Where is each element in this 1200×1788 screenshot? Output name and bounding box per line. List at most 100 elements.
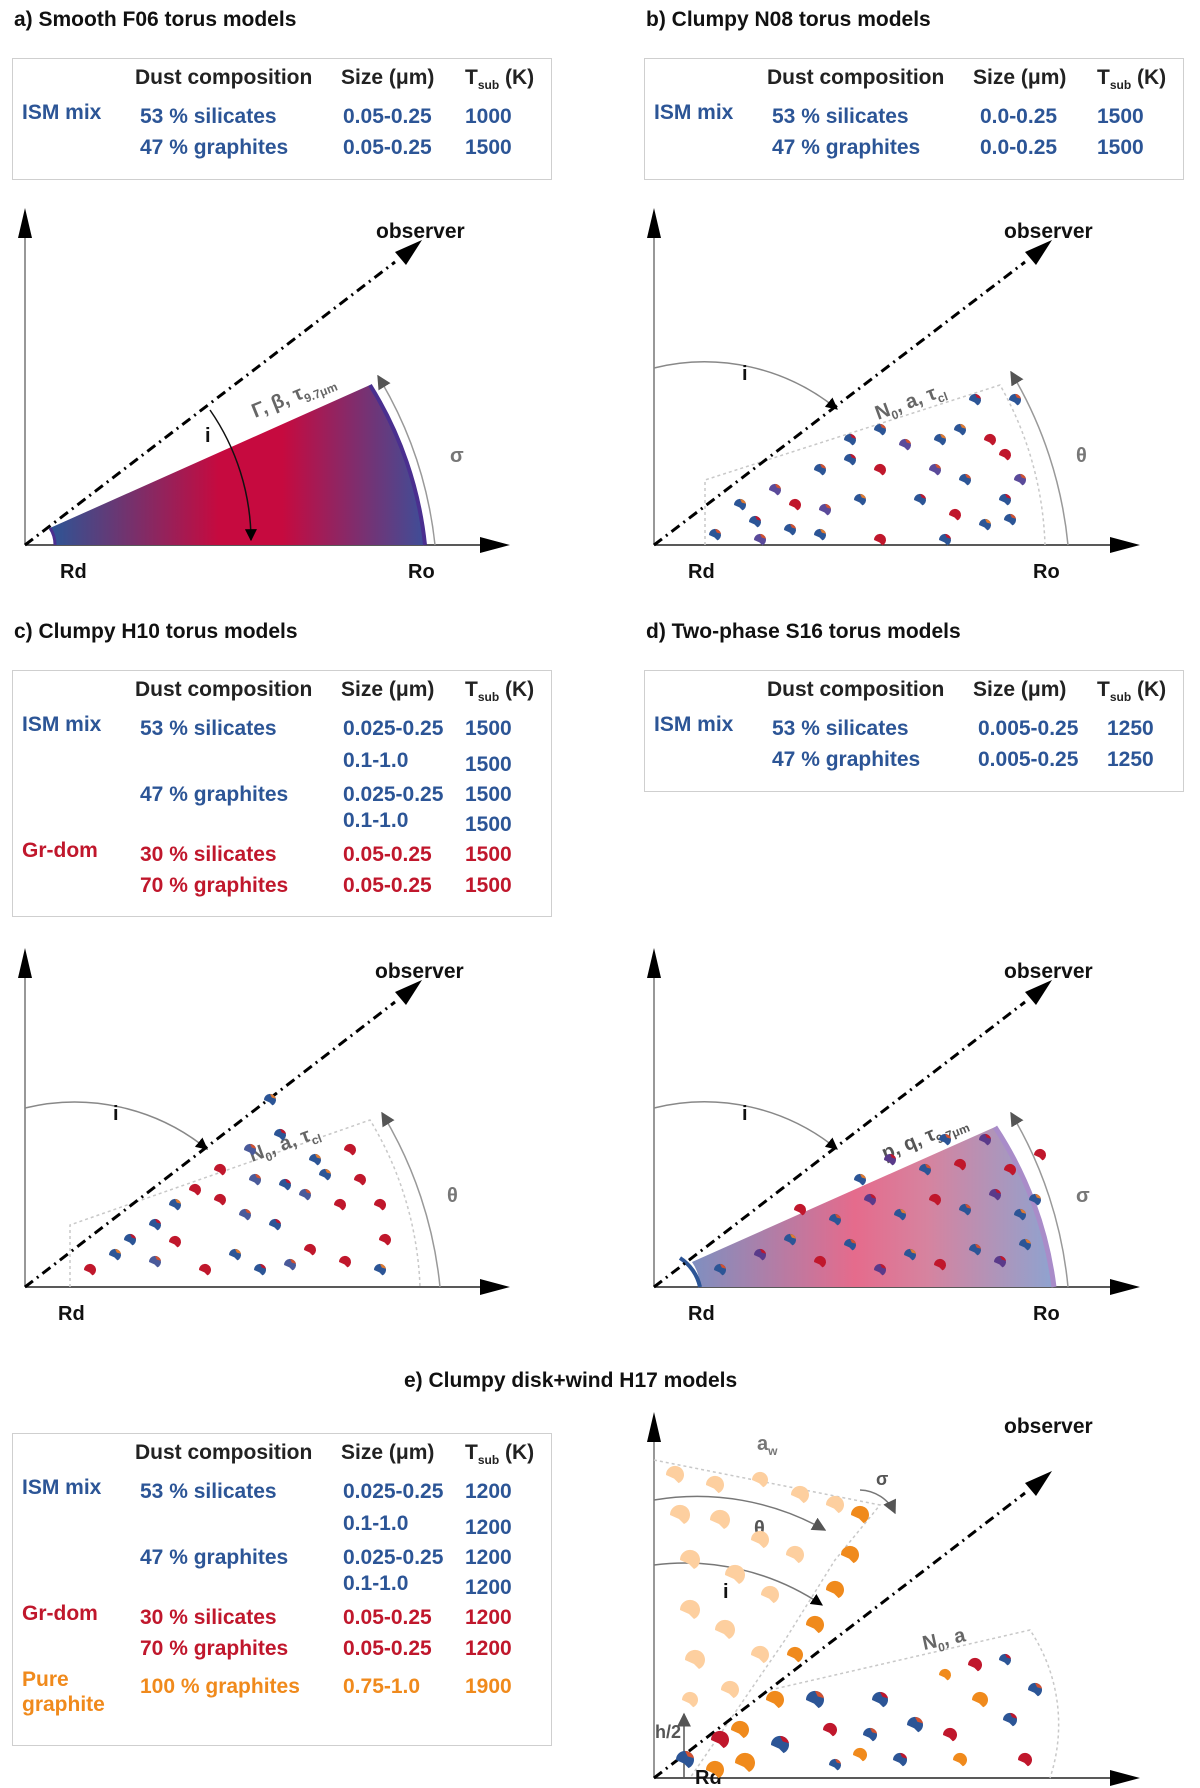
diagram-b: observer Rd Ro i θ N0, a, τcl [647, 208, 1140, 583]
row-composition: 100 % graphites [140, 1675, 300, 1698]
row-size: 0.025-0.25 [343, 1546, 444, 1569]
row-size: 0.75-1.0 [343, 1675, 421, 1698]
row-size: 0.05-0.25 [343, 136, 432, 159]
row-tsub: 1500 [465, 813, 512, 836]
group-name: ISM mix [22, 1476, 102, 1499]
diagram-e: observer Rd aw σ θ i h/2 N0, a [647, 1412, 1140, 1788]
dust-clump [898, 438, 911, 451]
row-tsub: 1000 [465, 105, 512, 128]
row-composition: 47 % graphites [140, 136, 289, 159]
dust-clump [938, 533, 951, 546]
row-composition: 70 % graphites [140, 874, 289, 897]
dust-clump [983, 433, 996, 446]
dust-clump [714, 1619, 735, 1639]
row-tsub: 1500 [465, 874, 512, 897]
theta-arc [381, 1111, 441, 1288]
dust-clump [268, 1218, 281, 1231]
row-size: 0.1-1.0 [343, 1512, 409, 1535]
smooth-torus-wedge [50, 385, 425, 545]
dust-clump [952, 1752, 967, 1767]
dust-clump [883, 1153, 896, 1166]
dust-clump [998, 493, 1011, 506]
dust-clump [705, 1475, 724, 1494]
dust-clump [783, 1233, 796, 1246]
dust-clump [906, 1716, 923, 1733]
dust-clump [318, 1168, 331, 1181]
row-tsub: 1200 [465, 1546, 512, 1569]
dust-clump [953, 1158, 966, 1171]
height-label: h/2 [655, 1722, 681, 1742]
dust-clump [1002, 1712, 1017, 1727]
dust-clump [828, 1758, 841, 1771]
inclination-label: i [723, 1581, 729, 1603]
row-size: 0.1-1.0 [343, 749, 409, 772]
dust-clump [853, 493, 866, 506]
dust-clump [243, 1143, 256, 1156]
header-tsub: Tsub (K) [465, 66, 535, 93]
row-tsub: 1500 [1097, 105, 1144, 128]
theta-label: θ [1076, 445, 1087, 467]
dust-clump [238, 1208, 251, 1221]
dust-clump [825, 1580, 844, 1599]
theta-arc [653, 1495, 827, 1531]
dust-clump [843, 1238, 856, 1251]
row-size: 0.025-0.25 [343, 783, 444, 806]
inclination-label: i [113, 1103, 119, 1125]
y-axis-arrowhead [647, 1412, 661, 1442]
dust-clump [805, 1615, 824, 1634]
y-axis-arrowhead [18, 948, 32, 978]
row-size: 0.0-0.25 [980, 136, 1058, 159]
dust-clump [298, 1188, 311, 1201]
observer-arrowhead [1025, 980, 1052, 1005]
row-tsub: 1250 [1107, 748, 1154, 771]
dust-clump [770, 1735, 789, 1754]
dust-clump [338, 1255, 351, 1268]
svg-text:N0, a: N0, a [920, 1624, 968, 1658]
row-size: 0.005-0.25 [978, 748, 1079, 771]
dust-clump [168, 1235, 181, 1248]
dust-clump [938, 1133, 951, 1146]
outer-radius-label: Ro [1033, 561, 1060, 583]
dust-clump [825, 1495, 844, 1514]
sigma-label: σ [450, 445, 464, 467]
header-size: Size (μm) [341, 66, 435, 89]
panel-d-title: d) Two-phase S16 torus models [646, 620, 961, 643]
dust-clump [818, 503, 831, 516]
dust-clump [665, 1465, 684, 1484]
row-size: 0.05-0.25 [343, 1606, 432, 1629]
dust-clump [1033, 1148, 1046, 1161]
dust-clump [783, 523, 796, 536]
row-composition: 53 % silicates [140, 1480, 277, 1503]
dust-clump [873, 1263, 886, 1276]
dust-clump [828, 1213, 841, 1226]
panel-a-title: a) Smooth F06 torus models [14, 8, 297, 31]
dust-clump [863, 1193, 876, 1206]
dust-clump [669, 1504, 690, 1524]
dust-clump [343, 1143, 356, 1156]
dust-clump [840, 1545, 859, 1564]
dust-clump [938, 1668, 951, 1681]
dust-clump [822, 1722, 837, 1737]
header-size: Size (μm) [973, 678, 1067, 701]
row-composition: 47 % graphites [772, 136, 921, 159]
dust-clump [733, 498, 746, 511]
inclination-arc [209, 409, 257, 542]
row-tsub: 1250 [1107, 717, 1154, 740]
torus-outer-edge [992, 1125, 1057, 1288]
dust-clump [942, 1727, 957, 1742]
wind-region-outline [653, 1459, 882, 1779]
observer-arrowhead [1025, 1471, 1052, 1496]
row-composition: 30 % silicates [140, 1606, 277, 1629]
row-tsub: 1900 [465, 1675, 512, 1698]
dust-clump [253, 1263, 266, 1276]
header-size: Size (μm) [341, 1441, 435, 1464]
dust-clump [724, 1564, 745, 1584]
header-tsub: Tsub (K) [465, 678, 535, 705]
disk-params-label: N0, a [920, 1624, 968, 1658]
dust-clump [1017, 1752, 1032, 1767]
panel-c-title: c) Clumpy H10 torus models [14, 620, 298, 643]
row-tsub: 1500 [465, 717, 512, 740]
dust-clump [993, 1255, 1006, 1268]
row-size: 0.0-0.25 [980, 105, 1058, 128]
